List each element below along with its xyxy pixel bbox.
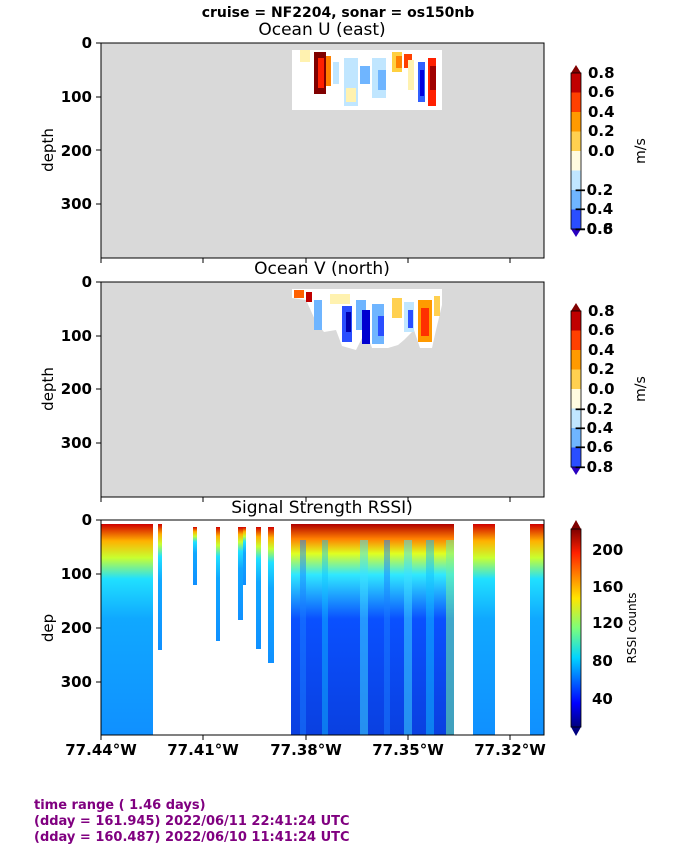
u-cbar-tick-3: 0.2: [588, 122, 615, 140]
u-ytick-300: 300: [61, 195, 92, 213]
panel-u-velocity-field: [292, 50, 442, 110]
rssi-cbar-tick-200: 200: [592, 541, 623, 559]
panel-v-velocity-field: [292, 289, 442, 350]
u-ytick-200: 200: [61, 142, 92, 160]
v-cbar-tick-3: 0.2: [588, 360, 615, 378]
xtick-77.44W: 77.44°W: [65, 741, 137, 759]
panel-v-title: Ocean V (north): [254, 259, 390, 279]
time-range-footer: time range ( 1.46 days) (dday = 161.945)…: [34, 798, 350, 846]
rssi-cbar-tick-40: 40: [592, 690, 613, 708]
v-cbar-label: m/s: [633, 376, 649, 402]
rssi-ytick-200: 200: [61, 619, 92, 637]
v-cbar-tick-0: 0.8: [588, 302, 615, 320]
panel-ocean-v: Ocean V (north) 0 100 200 300: [39, 259, 545, 502]
v-cbar-tick-6: −0.4: [574, 419, 613, 437]
rssi-cbar-tick-80: 80: [592, 652, 613, 670]
end-time-line: (dday = 161.945) 2022/06/11 22:41:24 UTC: [34, 814, 350, 829]
xtick-77.32W: 77.32°W: [474, 741, 546, 759]
panel-rssi: Signal Strength RSSI) 0 100 200 300: [39, 498, 546, 759]
u-cbar-label: m/s: [633, 138, 649, 164]
figure-title: cruise = NF2204, sonar = os150nb: [202, 5, 475, 21]
colorbar-u: 0.8 0.6 0.4 0.2 0.0 −0.2 −0.4 −0.6 −0.8 …: [570, 64, 649, 238]
colorbar-v: 0.8 0.6 0.4 0.2 0.0 −0.2 −0.4 −0.6 −0.8 …: [570, 302, 649, 476]
xtick-77.35W: 77.35°W: [372, 741, 444, 759]
rssi-cbar-tick-120: 120: [592, 614, 623, 632]
panel-ocean-u: Ocean U (east) 0 100 200 300: [39, 20, 545, 263]
v-cbar-tick-2: 0.4: [588, 341, 615, 359]
v-cbar-tick-5: −0.2: [574, 400, 613, 418]
colorbar-rssi: 200 160 120 80 40 RSSI counts: [570, 520, 639, 736]
u-cbar-tick-4: 0.0: [588, 142, 615, 160]
u-cbar-tick-2: 0.4: [588, 103, 615, 121]
rssi-cbar-label: RSSI counts: [625, 592, 639, 663]
u-cbar-tick-6: −0.4: [574, 200, 613, 218]
u-cbar-tick-8: −0.8: [574, 220, 613, 238]
v-cbar-tick-1: 0.6: [588, 321, 615, 339]
rssi-ytick-0: 0: [82, 511, 92, 529]
v-ytick-200: 200: [61, 380, 92, 398]
v-cbar-tick-7: −0.6: [574, 438, 613, 456]
v-ytick-300: 300: [61, 434, 92, 452]
time-range-line: time range ( 1.46 days): [34, 798, 206, 813]
rssi-cbar-tick-160: 160: [592, 578, 623, 596]
panel-rssi-title: Signal Strength RSSI): [231, 498, 413, 518]
xtick-77.38W: 77.38°W: [270, 741, 342, 759]
u-ylabel: depth: [39, 128, 57, 172]
v-ylabel: depth: [39, 367, 57, 411]
u-cbar-tick-7: −0.6: [574, 220, 613, 238]
u-cbar-tick-5: −0.2: [574, 181, 613, 199]
u-cbar-tick-1: 0.6: [588, 83, 615, 101]
rssi-ytick-100: 100: [61, 565, 92, 583]
start-time-line: (dday = 160.487) 2022/06/10 11:41:24 UTC: [34, 830, 350, 845]
panel-rssi-profiles: [101, 524, 544, 735]
u-ytick-100: 100: [61, 88, 92, 106]
rssi-ytick-300: 300: [61, 673, 92, 691]
rssi-ylabel: dep: [39, 614, 57, 642]
u-cbar-tick-0: 0.8: [588, 64, 615, 82]
v-ytick-100: 100: [61, 327, 92, 345]
v-ytick-0: 0: [82, 273, 92, 291]
u-ytick-0: 0: [82, 34, 92, 52]
v-cbar-tick-4: 0.0: [588, 380, 615, 398]
v-cbar-tick-8: −0.8: [574, 458, 613, 476]
panel-u-title: Ocean U (east): [258, 20, 385, 40]
xtick-77.41W: 77.41°W: [167, 741, 239, 759]
